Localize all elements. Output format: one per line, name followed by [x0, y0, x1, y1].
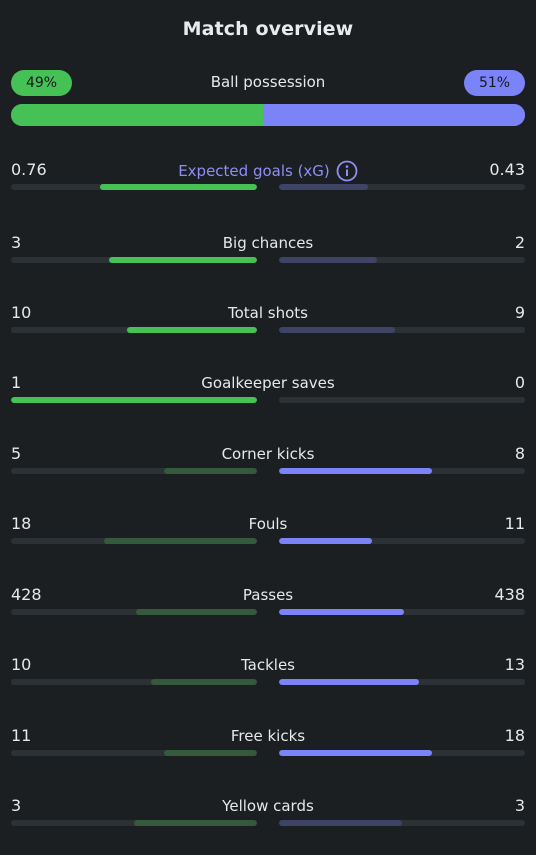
stat-row: 3 Yellow cards 3	[11, 796, 525, 836]
away-stat-value: 438	[494, 585, 525, 604]
stat-row: 18 Fouls 11	[11, 514, 525, 554]
home-stat-bar-fill	[163, 468, 257, 474]
stat-label-text: Passes	[242, 586, 294, 604]
home-stat-value: 18	[11, 514, 32, 533]
away-stat-value: 18	[504, 726, 525, 745]
away-stat-value: 8	[514, 444, 525, 463]
home-stat-bar	[11, 257, 257, 263]
stat-label: Tackles	[11, 655, 525, 675]
away-stat-bar	[279, 750, 525, 756]
away-stat-value: 0	[514, 373, 525, 392]
away-stat-value: 9	[514, 303, 525, 322]
stat-row: 0.76 Expected goals (xG) 0.43	[11, 160, 525, 200]
away-stat-bar-fill	[279, 184, 368, 190]
home-stat-bar	[11, 184, 257, 190]
stat-label: Goalkeeper saves	[11, 373, 525, 393]
stat-label-text: Yellow cards	[222, 797, 314, 815]
info-icon[interactable]	[336, 160, 358, 182]
home-stat-value: 3	[11, 233, 22, 252]
stat-label: Fouls	[11, 514, 525, 534]
stat-row: 10 Total shots 9	[11, 303, 525, 343]
home-stat-bar	[11, 679, 257, 685]
away-stat-bar-fill	[279, 468, 432, 474]
home-stat-bar-fill	[109, 257, 257, 263]
stat-row: 5 Corner kicks 8	[11, 444, 525, 484]
away-stat-bar-fill	[279, 609, 405, 615]
home-stat-bar	[11, 538, 257, 544]
away-stat-bar	[279, 184, 525, 190]
ball-possession-row: 49% Ball possession 51%	[11, 70, 525, 96]
away-stat-bar	[279, 609, 525, 615]
stat-row: 1 Goalkeeper saves 0	[11, 373, 525, 413]
home-stat-value: 428	[11, 585, 42, 604]
page-title: Match overview	[182, 18, 354, 40]
away-stat-bar-fill	[279, 257, 378, 263]
stat-label[interactable]: Expected goals (xG)	[11, 160, 525, 182]
stat-label-text: Big chances	[222, 234, 314, 252]
away-stat-bar	[279, 397, 525, 403]
home-possession-fill	[11, 104, 263, 126]
stat-row: 3 Big chances 2	[11, 233, 525, 273]
home-stat-bar-fill	[11, 397, 257, 403]
stat-row: 428 Passes 438	[11, 585, 525, 625]
home-stat-value: 5	[11, 444, 22, 463]
away-stat-bar	[279, 257, 525, 263]
home-stat-bar-fill	[134, 820, 257, 826]
stat-label-text: Total shots	[228, 304, 308, 322]
away-stat-value: 2	[514, 233, 525, 252]
home-stat-bar-fill	[136, 609, 257, 615]
away-stat-bar-fill	[279, 750, 432, 756]
home-stat-bar	[11, 609, 257, 615]
stat-label-text: Tackles	[240, 656, 296, 674]
ball-possession-label: Ball possession	[210, 73, 326, 91]
away-stat-value: 13	[504, 655, 525, 674]
home-stat-value: 10	[11, 303, 32, 322]
home-stat-bar	[11, 327, 257, 333]
stat-row: 11 Free kicks 18	[11, 726, 525, 766]
stat-label: Yellow cards	[11, 796, 525, 816]
stat-row: 10 Tackles 13	[11, 655, 525, 695]
stat-label-text: Expected goals (xG)	[178, 162, 330, 180]
away-possession-badge: 51%	[464, 70, 525, 96]
stat-label-text: Free kicks	[230, 727, 306, 745]
away-stat-bar-fill	[279, 327, 395, 333]
stat-label: Big chances	[11, 233, 525, 253]
away-stat-bar-fill	[279, 538, 373, 544]
away-stat-bar-fill	[279, 820, 402, 826]
home-stat-bar	[11, 468, 257, 474]
stat-label: Passes	[11, 585, 525, 605]
home-stat-bar	[11, 397, 257, 403]
away-stat-bar-fill	[279, 679, 420, 685]
home-stat-value: 0.76	[11, 160, 47, 179]
home-stat-bar-fill	[104, 538, 257, 544]
home-possession-badge: 49%	[11, 70, 72, 96]
possession-bar	[11, 104, 525, 126]
away-stat-bar	[279, 679, 525, 685]
away-possession-fill	[262, 104, 525, 126]
home-stat-bar-fill	[151, 679, 257, 685]
home-stat-bar-fill	[126, 327, 257, 333]
stat-label-text: Fouls	[248, 515, 288, 533]
away-stat-value: 3	[514, 796, 525, 815]
home-stat-value: 3	[11, 796, 22, 815]
away-stat-value: 11	[504, 514, 525, 533]
stat-label: Total shots	[11, 303, 525, 323]
away-stat-bar	[279, 468, 525, 474]
stat-label-text: Goalkeeper saves	[201, 374, 335, 392]
home-stat-bar	[11, 820, 257, 826]
home-stat-value: 11	[11, 726, 32, 745]
home-stat-bar-fill	[99, 184, 257, 190]
home-stat-bar-fill	[163, 750, 257, 756]
stat-label: Corner kicks	[11, 444, 525, 464]
away-stat-value: 0.43	[489, 160, 525, 179]
away-stat-bar	[279, 820, 525, 826]
away-stat-bar	[279, 327, 525, 333]
home-stat-value: 1	[11, 373, 22, 392]
stat-label-text: Corner kicks	[221, 445, 315, 463]
home-stat-bar	[11, 750, 257, 756]
away-stat-bar	[279, 538, 525, 544]
home-stat-value: 10	[11, 655, 32, 674]
stat-label: Free kicks	[11, 726, 525, 746]
